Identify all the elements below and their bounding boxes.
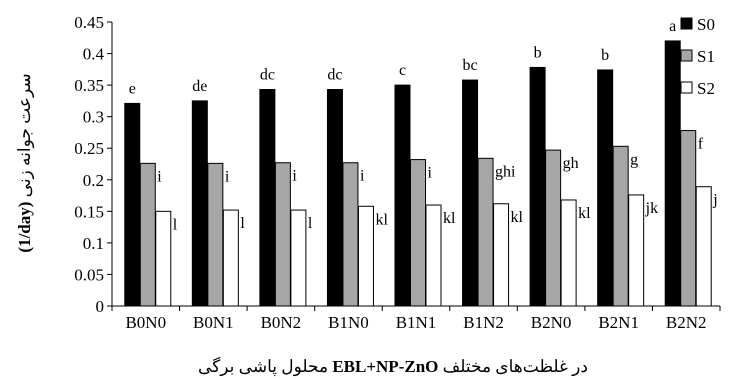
y-tick-label: 0.2 [83,171,104,190]
y-tick-label: 0.3 [83,108,104,127]
bar-s1-b2n2 [680,130,697,307]
significance-letters: e i l de i l dc i l dc i kl c i kl bc ghi kl b gh kl b g jk a f j [129,18,718,233]
x-tick-label: B0N1 [193,313,234,332]
bar-s2-b0n0 [155,210,172,307]
significance-letter: i [428,165,433,182]
bar-s0-b0n0 [124,102,141,307]
legend: S0 S1 S2 [680,15,715,98]
significance-letter: e [129,80,136,97]
bar-s0-b0n1 [191,100,208,307]
bar-s0-b1n0 [326,89,343,307]
y-tick-label: 0.25 [74,139,104,158]
bar-s2-b1n0 [357,205,374,307]
significance-letter: g [630,151,638,168]
bar-s1-b0n1 [207,162,224,307]
bar-s2-b2n0 [560,199,577,307]
bar-s0-b2n0 [529,66,546,307]
significance-letter: l [240,215,245,232]
significance-letter: i [292,168,297,185]
x-tick-label: B1N1 [396,313,437,332]
bar-s0-b2n2 [664,40,681,307]
significance-letter: b [601,47,609,64]
bar-s2-b0n1 [222,209,239,307]
significance-letter: l [173,216,178,233]
significance-letter: l [308,215,313,232]
significance-letter: i [225,168,230,185]
significance-letter: jk [645,200,658,217]
bar-s1-b2n0 [545,149,562,307]
significance-letter: kl [511,209,524,226]
bar-s1-b1n1 [410,159,426,307]
bars [124,40,712,307]
x-axis-title: محلول پاشی برگی EBL+NP-ZnO در غلظت‌های م… [198,356,588,377]
y-tick-label: 0 [96,297,105,316]
legend-swatch-s2 [680,81,693,94]
y-tick-label: 0.45 [74,13,104,32]
legend-label-s2: S2 [697,79,715,98]
bar-s2-b1n1 [425,204,442,307]
x-tick-label: B1N2 [463,313,504,332]
y-tick-label: 0.4 [83,45,105,64]
bar-s0-b1n2 [462,79,479,307]
significance-letter: c [399,62,406,79]
legend-swatch-s1 [680,49,693,62]
bar-s0-b0n2 [259,89,276,307]
legend-label-s1: S1 [697,47,715,66]
x-tick-label: B2N1 [598,313,639,332]
y-tick-label: 0.05 [74,265,104,284]
significance-letter: de [192,78,207,95]
x-tick-label: B1N0 [328,313,369,332]
bar-s2-b2n1 [628,194,645,307]
legend-swatch-s0 [680,17,693,30]
significance-letter: dc [327,67,342,84]
x-tick-label: B0N0 [125,313,166,332]
significance-letter: kl [578,205,591,222]
x-tick-label: B0N2 [261,313,302,332]
y-axis: 0 0.05 0.1 0.15 0.2 0.25 0.3 0.35 0.4 0.45 [74,13,113,316]
significance-letter: bc [463,57,478,74]
x-axis: B0N0 B0N1 B0N2 B1N0 B1N1 B1N2 B2N0 B2N1 B2N2 [111,305,721,332]
x-tick-label: B2N0 [531,313,572,332]
significance-letter: kl [375,211,388,228]
significance-letter: j [712,192,717,209]
bar-s1-b1n0 [342,162,359,307]
bar-s1-b2n1 [612,145,629,307]
y-tick-label: 0.15 [74,202,104,221]
bar-s1-b0n2 [274,162,291,307]
legend-label-s0: S0 [697,15,715,34]
bar-s0-b2n1 [597,69,614,307]
y-axis-title: (1/day) سرعت جوانه زنی [15,73,35,252]
significance-letter: ghi [495,163,516,180]
bar-s1-b1n2 [477,157,494,307]
significance-letter: gh [563,155,579,172]
significance-letter: kl [443,210,456,227]
bar-s2-b2n2 [695,186,712,307]
significance-letter: f [698,136,704,153]
significance-letter: i [157,168,162,185]
significance-letter: b [534,44,542,61]
significance-letter: dc [260,67,275,84]
bar-s2-b0n2 [290,209,307,307]
bar-s1-b0n0 [139,162,156,307]
significance-letter: a [669,18,676,35]
y-tick-label: 0.35 [74,76,104,95]
bar-s0-b1n1 [394,84,411,307]
x-tick-label: B2N2 [666,313,707,332]
y-tick-label: 0.1 [83,234,104,253]
bar-s2-b1n2 [493,203,510,307]
significance-letter: i [360,168,365,185]
